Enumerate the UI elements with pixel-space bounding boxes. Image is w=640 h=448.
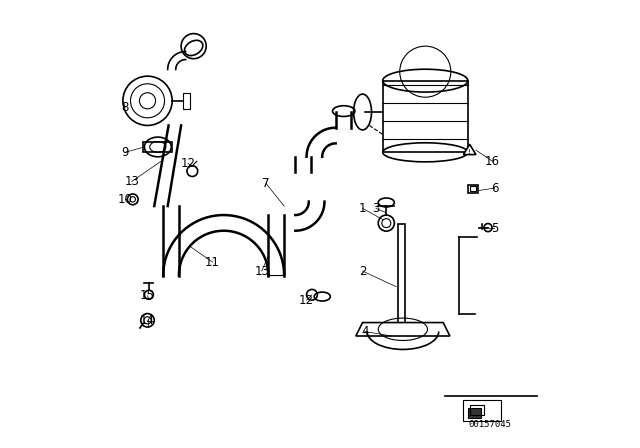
Text: 12: 12 bbox=[180, 157, 195, 170]
Bar bbox=[184, 93, 190, 109]
Text: 9: 9 bbox=[122, 146, 129, 159]
Text: 3: 3 bbox=[372, 202, 380, 215]
Text: 13: 13 bbox=[124, 175, 140, 188]
Text: 11: 11 bbox=[205, 255, 220, 269]
Bar bbox=[383, 81, 468, 152]
Bar bbox=[398, 224, 405, 323]
Text: 10: 10 bbox=[118, 193, 132, 206]
Bar bbox=[463, 400, 502, 421]
Text: 4: 4 bbox=[361, 325, 369, 338]
Bar bbox=[468, 408, 481, 418]
Polygon shape bbox=[463, 144, 476, 155]
Text: 00157045: 00157045 bbox=[468, 420, 512, 429]
Text: !: ! bbox=[468, 149, 471, 155]
Text: 15: 15 bbox=[140, 289, 155, 302]
Polygon shape bbox=[356, 323, 450, 336]
Text: 7: 7 bbox=[262, 177, 270, 190]
Bar bbox=[143, 142, 172, 152]
Text: 16: 16 bbox=[485, 155, 500, 168]
Bar bbox=[470, 186, 476, 191]
Text: 1: 1 bbox=[359, 202, 366, 215]
Text: 8: 8 bbox=[122, 101, 129, 114]
Text: 13: 13 bbox=[254, 264, 269, 278]
Bar bbox=[470, 405, 484, 415]
Bar bbox=[468, 185, 477, 193]
Text: 2: 2 bbox=[359, 264, 366, 278]
Text: 14: 14 bbox=[140, 314, 155, 327]
Polygon shape bbox=[163, 215, 284, 276]
Text: 6: 6 bbox=[491, 181, 499, 195]
Text: 12: 12 bbox=[299, 293, 314, 307]
Text: 5: 5 bbox=[491, 222, 499, 235]
